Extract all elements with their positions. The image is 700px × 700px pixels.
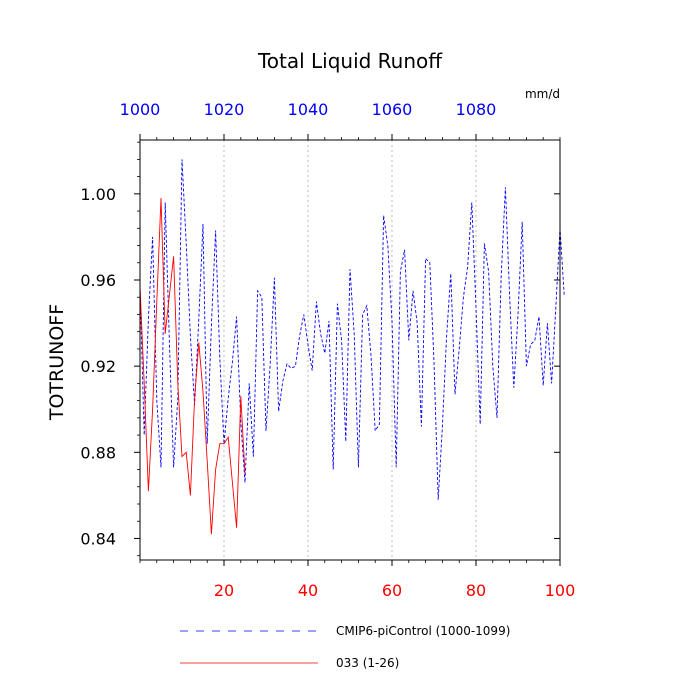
- y-tick-label: 1.00: [80, 185, 116, 204]
- series-line-cmip6: [139, 159, 565, 500]
- x-bottom-tick-label: 80: [466, 581, 486, 600]
- x-bottom-tick-label: 20: [214, 581, 234, 600]
- axis-layer: 20 40 60 80 100 1000 1020 1040 1060 1080 0.84 0.88 0…: [80, 100, 575, 600]
- plot-frame: [139, 139, 561, 561]
- y-axis-label: TOTRUNOFF: [46, 304, 68, 421]
- x-bottom-tick-label: 60: [382, 581, 402, 600]
- legend: CMIP6-piControl (1000-1099) 033 (1-26): [180, 624, 510, 670]
- series-line-033: [139, 198, 246, 535]
- x-bottom-tick-label: 100: [545, 581, 576, 600]
- series-layer: [139, 159, 565, 535]
- legend-label-033: 033 (1-26): [336, 656, 399, 670]
- x-top-tick-label: 1060: [372, 100, 413, 119]
- x-bottom-tick-label: 40: [298, 581, 318, 600]
- chart-title: Total Liquid Runoff: [257, 49, 443, 73]
- x-top-tick-label: 1080: [456, 100, 497, 119]
- grid-layer: [223, 140, 477, 560]
- x-top-tick-label: 1020: [204, 100, 245, 119]
- y-tick-label: 0.96: [80, 271, 116, 290]
- y-tick-label: 0.88: [80, 443, 116, 462]
- y-tick-label: 0.92: [80, 357, 116, 376]
- y-tick-label: 0.84: [80, 529, 116, 548]
- unit-label: mm/d: [525, 87, 560, 101]
- x-top-tick-label: 1000: [120, 100, 161, 119]
- x-top-tick-label: 1040: [288, 100, 329, 119]
- legend-label-cmip6: CMIP6-piControl (1000-1099): [336, 624, 510, 638]
